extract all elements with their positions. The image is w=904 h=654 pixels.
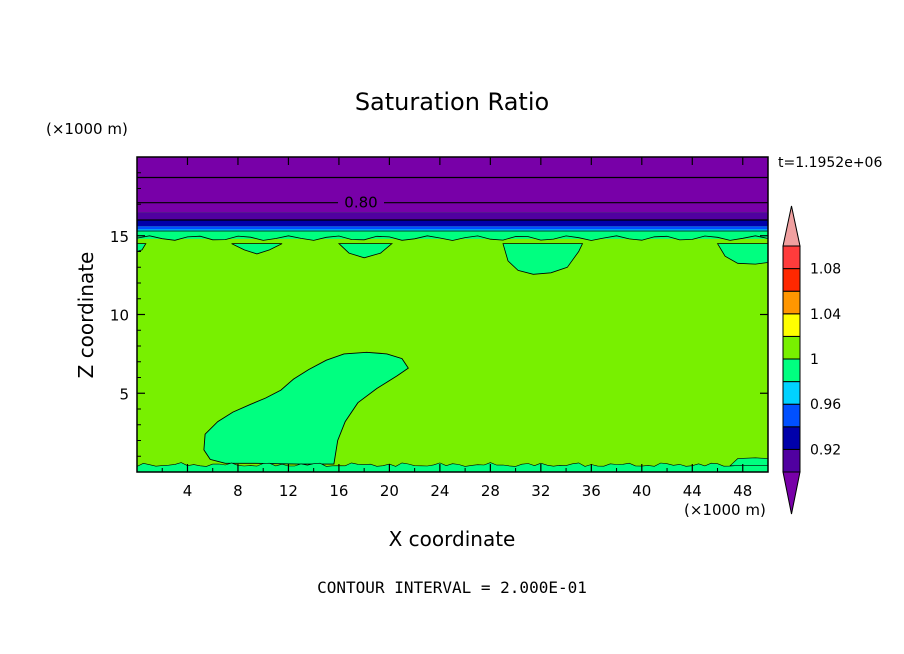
x-tick-label: 32 <box>531 482 550 500</box>
region-cloud-lobe <box>203 351 409 465</box>
colorbar-tick-label: 1 <box>810 352 819 368</box>
colorbar-box <box>782 403 801 428</box>
region-left-sliver <box>137 243 147 252</box>
colorbar-box <box>782 313 801 337</box>
region-subsat-pocket-1b <box>337 243 393 259</box>
colorbar-box <box>782 268 801 292</box>
colorbar-box <box>782 448 801 473</box>
x-tick-label: 44 <box>683 482 702 500</box>
x-tick-label: 36 <box>582 482 601 500</box>
colorbar-tick-label: 0.96 <box>810 397 841 413</box>
region-subsat-pocket-3 <box>716 243 768 265</box>
colorbar-tick-label: 0.92 <box>810 442 841 458</box>
colorbar-over-triangle <box>782 205 801 247</box>
region-subsat-pocket-2 <box>502 243 584 275</box>
x-tick-label: 48 <box>733 482 752 500</box>
x-tick-label: 40 <box>632 482 651 500</box>
colorbar-tick-label: 1.04 <box>810 307 841 323</box>
colorbar-box <box>782 290 801 315</box>
x-tick-label: 8 <box>233 482 243 500</box>
x-tick-label: 28 <box>481 482 500 500</box>
y-axis-label: Z coordinate <box>74 251 98 379</box>
y-tick-label: 15 <box>110 228 129 246</box>
colorbar-box <box>782 335 801 360</box>
region-upper-dry-layer <box>137 157 768 213</box>
colorbar-box <box>782 245 801 270</box>
contour-label-080: 0.80 <box>344 194 377 212</box>
x-tick-label: 12 <box>279 482 298 500</box>
region-subsat-pocket-1 <box>231 243 283 255</box>
colorbar-box <box>782 381 801 405</box>
y-tick-label: 5 <box>119 385 129 403</box>
chart-title: Saturation Ratio <box>354 88 550 116</box>
region-band-0.94 <box>137 220 768 227</box>
region-band-0.92 <box>137 212 768 220</box>
region-band-1.00-edge <box>137 230 768 241</box>
colorbar-under-triangle <box>782 471 801 515</box>
x-axis-label: X coordinate <box>388 527 516 551</box>
region-band-0.96 <box>137 226 768 230</box>
time-label: t=1.1952e+06 <box>778 155 883 171</box>
region-surface-patch <box>729 457 768 467</box>
y-axis-unit: (×1000 m) <box>46 120 128 138</box>
x-axis-unit: (×1000 m) <box>684 501 766 519</box>
colorbar-tick-label: 1.08 <box>810 262 841 278</box>
colorbar-box <box>782 426 801 450</box>
x-tick-label: 20 <box>380 482 399 500</box>
y-tick-label: 10 <box>110 307 129 325</box>
x-tick-label: 4 <box>183 482 193 500</box>
x-tick-label: 24 <box>430 482 449 500</box>
contour-interval-note: CONTOUR INTERVAL = 2.000E-01 <box>317 578 587 597</box>
region-surface-layer <box>137 462 768 472</box>
colorbar-box <box>782 358 801 383</box>
x-tick-label: 16 <box>329 482 348 500</box>
